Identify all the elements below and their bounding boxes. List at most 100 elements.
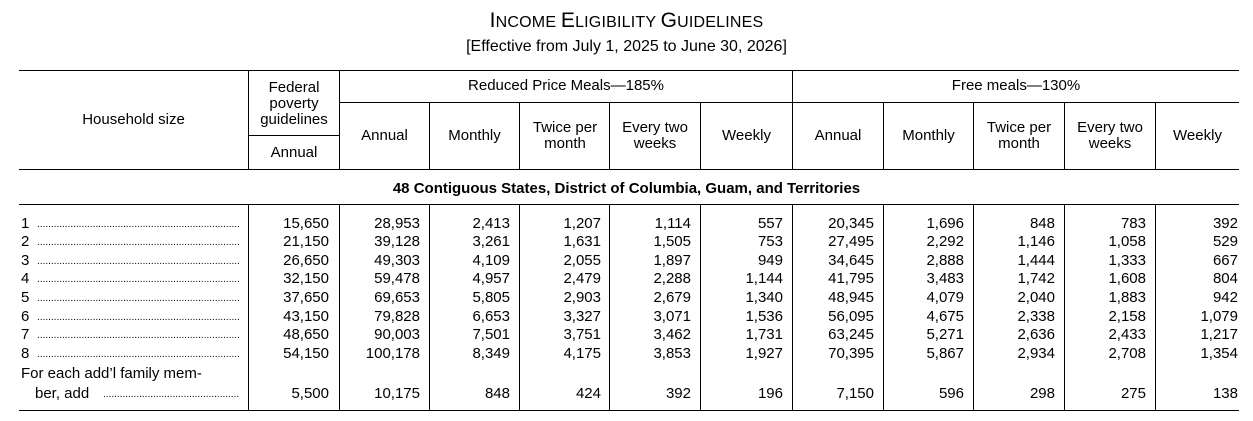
col-divider	[1155, 204, 1156, 410]
table-cell: 1,340	[745, 288, 783, 306]
row-label: 2.......................................…	[21, 233, 239, 251]
table-cell: 70,395	[828, 344, 874, 362]
table-cell: 5,867	[926, 344, 964, 362]
table-cell: 3,853	[653, 344, 691, 362]
table-cell: 4,175	[563, 344, 601, 362]
table-cell: 2,288	[653, 270, 691, 288]
table-cell: 56,095	[828, 307, 874, 325]
table-cell: 1,217	[1200, 326, 1238, 344]
table-cell: 392	[665, 385, 691, 402]
table-cell: 753	[757, 233, 783, 251]
federal-header-rule	[248, 135, 339, 136]
table-cell: 3,751	[563, 326, 601, 344]
table-cell: 6,653	[472, 307, 510, 325]
table-cell: 8,349	[472, 344, 510, 362]
table-cell: 37,650	[283, 288, 329, 306]
table-cell: 848	[1029, 214, 1055, 232]
table-cell: 2,934	[1017, 344, 1055, 362]
col-divider	[883, 204, 884, 410]
table-cell: 2,158	[1108, 307, 1146, 325]
col-divider	[609, 102, 610, 169]
table-cell: 196	[757, 385, 783, 402]
table-cell: 298	[1029, 385, 1055, 402]
table-cell: 3,462	[653, 326, 691, 344]
table-cell: 1,897	[653, 251, 691, 269]
table-cell: 4,109	[472, 251, 510, 269]
col-divider	[1064, 102, 1065, 169]
header-federal-poverty: Federal poverty guidelines	[260, 79, 328, 128]
row-label: 6.......................................…	[21, 307, 239, 325]
header-free-monthly: Monthly	[902, 127, 955, 144]
table-cell: 1,742	[1017, 270, 1055, 288]
table-cell: 5,500	[291, 385, 329, 402]
table-cell: 5,805	[472, 288, 510, 306]
col-divider	[339, 70, 340, 169]
table-cell: 275	[1120, 385, 1146, 402]
group-header-rule	[339, 102, 1239, 103]
table-cell: 2,636	[1017, 326, 1055, 344]
table-cell: 1,608	[1108, 270, 1146, 288]
table-cell: 43,150	[283, 307, 329, 325]
table-cell: 1,731	[745, 326, 783, 344]
header-free-meals-group: Free meals—130%	[951, 77, 1081, 94]
table-cell: 2,055	[563, 251, 601, 269]
table-top-rule	[19, 70, 1239, 71]
table-cell: 2,292	[926, 233, 964, 251]
col-divider	[339, 204, 340, 410]
col-divider	[519, 204, 520, 410]
header-free-weekly: Weekly	[1173, 127, 1222, 144]
col-divider	[519, 102, 520, 169]
col-divider	[883, 102, 884, 169]
table-cell: 5,271	[926, 326, 964, 344]
table-cell: 39,128	[374, 233, 420, 251]
table-cell: 100,178	[365, 344, 420, 362]
header-reduced-annual: Annual	[361, 127, 408, 144]
table-cell: 2,679	[653, 288, 691, 306]
table-cell: 27,495	[828, 233, 874, 251]
table-cell: 1,505	[653, 233, 691, 251]
header-reduced-weekly: Weekly	[722, 127, 771, 144]
table-cell: 424	[575, 385, 601, 402]
row-label: 5.......................................…	[21, 288, 239, 306]
table-cell: 4,957	[472, 270, 510, 288]
header-household-size: Household size	[82, 110, 185, 128]
table-cell: 3,261	[472, 233, 510, 251]
table-cell: 48,650	[283, 326, 329, 344]
table-cell: 783	[1120, 214, 1146, 232]
table-cell: 7,150	[836, 385, 874, 402]
header-reduced-twice-per-month: Twice per month	[532, 119, 598, 152]
row-label: 4.......................................…	[21, 270, 239, 288]
table-cell: 2,040	[1017, 288, 1055, 306]
table-cell: 54,150	[283, 344, 329, 362]
table-cell: 90,003	[374, 326, 420, 344]
col-divider	[973, 204, 974, 410]
table-cell: 667	[1212, 251, 1238, 269]
table-cell: 41,795	[828, 270, 874, 288]
col-divider	[248, 204, 249, 410]
additional-member-label-line1: For each add’l family mem-	[21, 365, 202, 382]
table-cell: 2,708	[1108, 344, 1146, 362]
table-cell: 2,888	[926, 251, 964, 269]
table-cell: 3,483	[926, 270, 964, 288]
table-cell: 2,413	[472, 214, 510, 232]
table-cell: 2,903	[563, 288, 601, 306]
table-cell: 4,675	[926, 307, 964, 325]
table-cell: 20,345	[828, 214, 874, 232]
table-cell: 63,245	[828, 326, 874, 344]
section-rule	[19, 204, 1239, 205]
col-divider	[792, 70, 793, 169]
table-cell: 79,828	[374, 307, 420, 325]
table-cell: 529	[1212, 233, 1238, 251]
table-cell: 3,327	[563, 307, 601, 325]
table-cell: 26,650	[283, 251, 329, 269]
col-divider	[700, 102, 701, 169]
col-divider	[1064, 204, 1065, 410]
table-cell: 1,927	[745, 344, 783, 362]
col-divider	[248, 70, 249, 169]
table-cell: 1,207	[563, 214, 601, 232]
table-cell: 1,631	[563, 233, 601, 251]
col-divider	[429, 204, 430, 410]
table-cell: 557	[757, 214, 783, 232]
header-free-every-two-weeks: Every two weeks	[1077, 119, 1143, 152]
table-bottom-rule	[19, 410, 1239, 411]
